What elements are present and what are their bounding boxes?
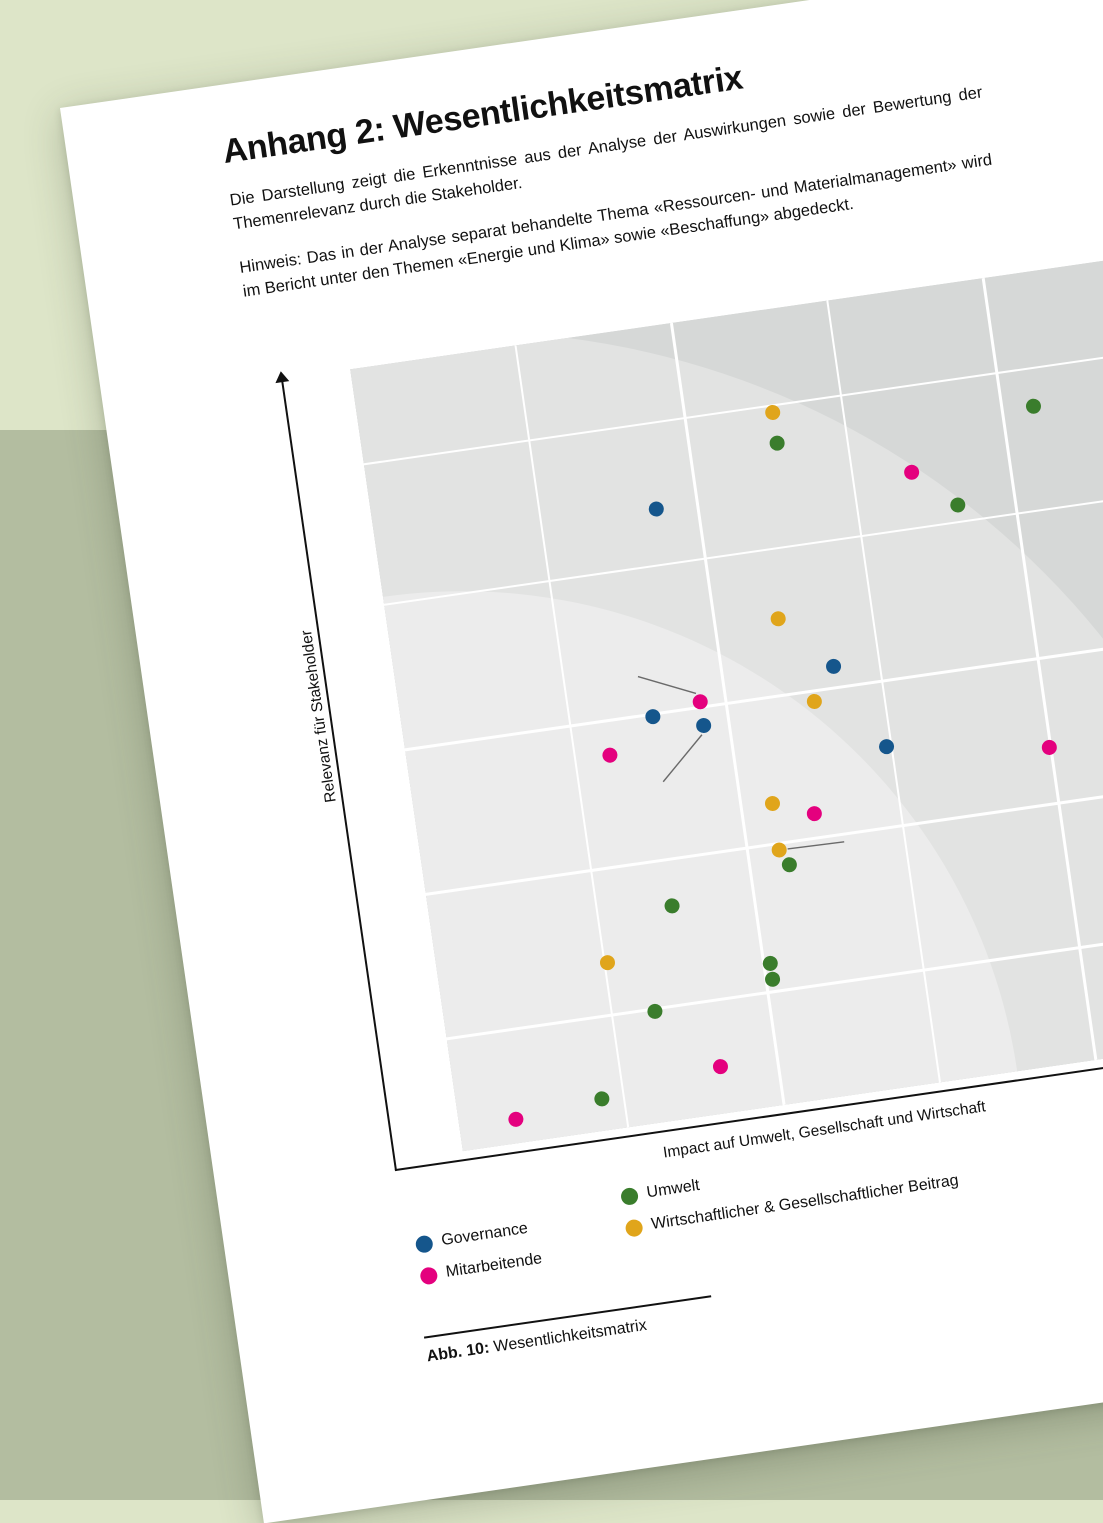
legend-swatch: [619, 1186, 640, 1207]
materiality-matrix-chart: Relevanz für Stakeholder Impact auf Umwe…: [220, 254, 1103, 1210]
figure-caption: Abb. 10: Wesentlichkeitsmatrix: [426, 1317, 648, 1366]
legend-label: Mitarbeitende: [444, 1250, 544, 1281]
caption-number: Abb. 10:: [425, 1339, 491, 1366]
legend-swatch: [414, 1234, 434, 1254]
legend-label: Governance: [440, 1219, 529, 1250]
caption-label: Wesentlichkeitsmatrix: [488, 1316, 648, 1357]
legend-label: Umwelt: [645, 1176, 701, 1202]
label-leader-lines: [637, 675, 845, 850]
legend-swatch: [624, 1218, 644, 1238]
legend-swatch: [419, 1266, 439, 1286]
document-page: Anhang 2: Wesentlichkeitsmatrix Die Dars…: [60, 0, 1103, 1523]
plot-area: [289, 254, 1103, 1160]
